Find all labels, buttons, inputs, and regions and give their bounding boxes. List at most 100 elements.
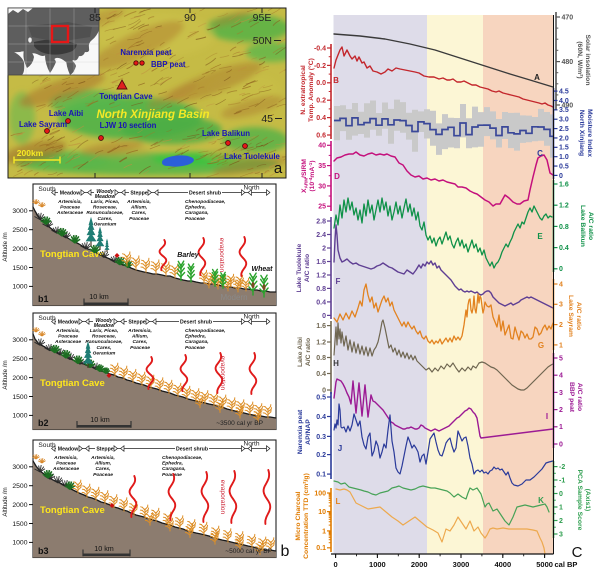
svg-text:0: 0 [322,387,326,394]
svg-text:Meadow: Meadow [58,320,79,326]
svg-text:Wheat: Wheat [252,266,274,273]
svg-text:Steppe: Steppe [130,191,147,197]
svg-text:3000: 3000 [12,337,27,344]
svg-text:-1: -1 [559,477,565,484]
svg-text:b: b [281,543,290,560]
svg-text:Poaceae: Poaceae [185,216,205,222]
svg-text:Poaceae: Poaceae [129,216,149,222]
svg-text:3000: 3000 [453,560,470,569]
svg-text:Tongtian Cave: Tongtian Cave [99,92,153,101]
svg-text:-0.4: -0.4 [314,45,326,52]
svg-text:b3: b3 [38,546,49,556]
svg-text:0.2: 0.2 [316,98,326,105]
svg-text:4: 4 [559,373,563,380]
svg-text:(60N, W/m²): (60N, W/m²) [576,41,583,78]
svg-text:0.5: 0.5 [316,394,326,401]
svg-text:0: 0 [322,313,326,320]
svg-text:C: C [537,149,543,158]
svg-text:1.0: 1.0 [559,154,569,161]
svg-text:1: 1 [559,342,563,349]
svg-text:Allium,: Allium, [94,461,111,467]
svg-text:Ranunculaceae,: Ranunculaceae, [86,210,123,216]
svg-text:Lake Sayram: Lake Sayram [567,295,574,337]
svg-text:H: H [333,359,339,368]
svg-text:South: South [38,315,56,322]
svg-text:Tongtian Cave: Tongtian Cave [40,378,105,389]
svg-text:1500: 1500 [12,394,27,401]
svg-text:XARM/SIRM: XARM/SIRM [301,159,308,193]
svg-text:Meadow: Meadow [95,194,116,200]
svg-text:Larix, Picea,: Larix, Picea, [90,328,119,334]
svg-text:A/C ratio: A/C ratio [304,254,311,282]
svg-text:Meadow: Meadow [94,323,115,329]
svg-text:K: K [538,496,544,505]
svg-text:490: 490 [562,102,574,109]
svg-text:Micro Charcoal: Micro Charcoal [295,491,302,540]
svg-text:South: South [38,186,56,193]
svg-text:0.8: 0.8 [316,355,326,362]
svg-text:Altitude /m: Altitude /m [2,487,9,516]
svg-text:45: 45 [261,113,273,125]
svg-text:4000: 4000 [494,560,511,569]
svg-text:90: 90 [184,12,196,24]
svg-text:470: 470 [562,14,574,21]
svg-text:40: 40 [318,143,326,150]
svg-text:Narenxia peat: Narenxia peat [120,48,172,57]
svg-text:2: 2 [322,245,326,252]
svg-text:Temp. Anomaly (°C): Temp. Anomaly (°C) [307,58,315,122]
svg-text:0: 0 [559,441,563,448]
svg-text:0: 0 [559,491,563,498]
svg-text:cal BP: cal BP [555,560,578,569]
svg-text:0.4: 0.4 [316,414,326,421]
svg-text:A/C ratio: A/C ratio [576,383,583,411]
svg-text:Artemisia,: Artemisia, [126,199,151,205]
svg-text:3: 3 [559,302,563,309]
svg-text:Steppe: Steppe [128,320,145,326]
svg-text:Altitude /m: Altitude /m [2,360,9,389]
svg-text:A/C ratio: A/C ratio [575,302,582,330]
svg-text:2000: 2000 [12,375,27,382]
svg-text:1000: 1000 [369,560,386,569]
svg-text:Lake Tuolekule: Lake Tuolekule [224,152,280,161]
svg-text:Ephedra,: Ephedra, [162,461,183,467]
svg-text:2.8: 2.8 [316,218,326,225]
svg-text:Allium,: Allium, [130,205,147,211]
svg-text:Moisture Index: Moisture Index [586,109,593,157]
svg-text:50N: 50N [253,35,272,47]
svg-text:F: F [336,277,341,286]
svg-text:Lake Balikun: Lake Balikun [202,129,250,138]
svg-text:2500: 2500 [12,227,27,234]
svg-text:1.2: 1.2 [559,203,569,210]
svg-text:Solar insolation: Solar insolation [584,35,591,86]
svg-text:L: L [336,497,341,506]
svg-text:1.2: 1.2 [316,272,326,279]
svg-text:2.5: 2.5 [559,126,569,133]
svg-text:1.2: 1.2 [316,339,326,346]
svg-text:Woody: Woody [96,189,114,195]
svg-text:0: 0 [559,173,563,180]
svg-text:1500: 1500 [12,521,27,528]
svg-text:10: 10 [318,509,326,516]
svg-text:Poaceae: Poaceae [58,334,78,340]
svg-text:0: 0 [334,560,338,569]
svg-text:Ephedra,: Ephedra, [185,334,206,340]
svg-text:I: I [546,412,548,421]
svg-text:Chenopodiaceae,: Chenopodiaceae, [185,328,226,334]
svg-text:Asteraceae: Asteraceae [56,210,83,216]
svg-text:Concentration TTD (cm²/g): Concentration TTD (cm²/g) [303,473,310,559]
svg-text:Caragana,: Caragana, [162,466,186,472]
svg-text:2.4: 2.4 [316,232,326,239]
svg-text:North: North [243,441,259,448]
svg-text:Allium,: Allium, [131,334,148,340]
svg-text:5000: 5000 [536,560,553,569]
svg-text:A: A [534,73,540,82]
svg-text:Altitude /m: Altitude /m [2,232,9,261]
svg-text:Roseceae,: Roseceae, [92,334,116,340]
svg-text:Artemisia,: Artemisia, [127,328,152,334]
svg-text:Ranunculaceae,: Ranunculaceae, [85,339,122,345]
svg-text:Carex,: Carex, [133,339,148,345]
svg-text:Caragana,: Caragana, [185,339,209,345]
svg-text:Asteraceae: Asteraceae [52,466,79,472]
svg-text:1000: 1000 [12,540,27,547]
svg-text:Asteraceae: Asteraceae [54,339,81,345]
